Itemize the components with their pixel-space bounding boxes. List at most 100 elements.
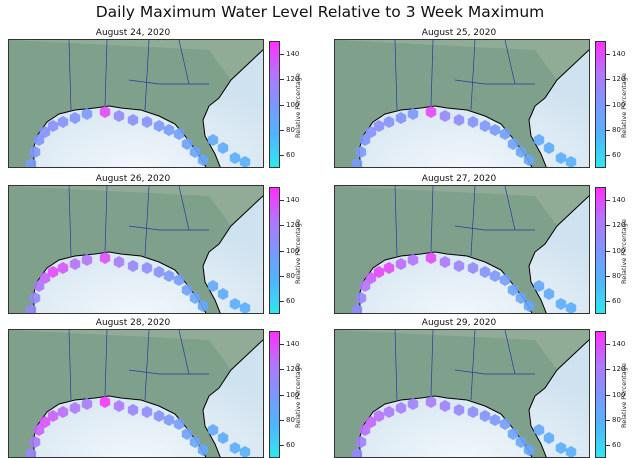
water-level-hex (29, 146, 41, 158)
water-level-hex (229, 298, 241, 310)
map-frame (334, 329, 590, 458)
map-frame (8, 329, 264, 458)
colorbar-tick (280, 394, 284, 396)
water-level-hex (207, 280, 219, 292)
state-border (470, 330, 476, 401)
water-level-hex (359, 280, 371, 292)
water-level-hex (173, 274, 185, 286)
water-level-hex (351, 158, 363, 167)
state-border (394, 186, 398, 257)
water-level-hex (565, 302, 577, 313)
panel-date-title: August 26, 2020 (95, 174, 171, 184)
state-border (68, 40, 72, 111)
water-level-hex (499, 418, 511, 430)
panel-date-title: August 27, 2020 (421, 174, 497, 184)
gulf-coast-map (9, 186, 263, 313)
state-border (144, 186, 150, 257)
state-border (394, 330, 398, 401)
colorbar-tick (606, 275, 610, 277)
colorbar-tick-label: 140 (286, 195, 300, 204)
water-level-hex (81, 108, 93, 120)
water-level-hex (467, 116, 479, 128)
colorbar-tick (280, 225, 284, 227)
water-level-hex (565, 156, 577, 167)
water-level-hex (57, 116, 69, 128)
water-level-hex (207, 134, 219, 146)
colorbar-tick-label: 80 (612, 271, 621, 280)
water-level-hex (69, 112, 81, 124)
colorbar (269, 187, 280, 314)
water-level-hex (113, 400, 125, 412)
colorbar-tick (280, 53, 284, 55)
water-level-hex (507, 284, 519, 296)
state-border (430, 40, 434, 107)
colorbar-tick (280, 129, 284, 131)
water-level-hex (81, 254, 93, 266)
colorbar-tick-label: 120 (612, 221, 626, 230)
state-border (68, 330, 72, 401)
colorbar-tick-label: 120 (612, 75, 626, 84)
water-level-hex (489, 270, 501, 282)
water-level-hex (407, 108, 419, 120)
state-border (178, 330, 190, 375)
land-shade (335, 330, 589, 370)
water-level-hex (373, 120, 385, 132)
colorbar-tick-label: 60 (286, 151, 295, 160)
gulf-coast-map (335, 40, 589, 167)
map-panel: August 26, 2020 60 80 100 120 140 Relative Per… (0, 174, 302, 314)
colorbar (595, 41, 606, 168)
water-level-hex (543, 288, 555, 300)
water-level-hex (355, 146, 367, 158)
water-level-hex (365, 272, 377, 284)
water-level-hex (355, 292, 367, 304)
colorbar-tick-label: 140 (286, 49, 300, 58)
colorbar-tick (606, 155, 610, 157)
water-level-hex (425, 252, 437, 264)
colorbar-tick-label: 100 (286, 390, 300, 399)
land-shade (9, 330, 263, 370)
water-level-hex (25, 304, 37, 313)
state-border (454, 225, 486, 231)
colorbar-tick-label: 100 (286, 100, 300, 109)
water-level-hex (489, 124, 501, 136)
water-level-hex (359, 424, 371, 436)
water-level-hex (57, 262, 69, 274)
water-level-hex (69, 258, 81, 270)
water-level-hex (99, 252, 111, 264)
water-level-hex (439, 256, 451, 268)
water-level-hex (33, 280, 45, 292)
land-mass (9, 330, 263, 457)
water-level-hex (39, 126, 51, 138)
land-mass (335, 186, 589, 313)
state-border (504, 330, 516, 375)
water-level-hex (407, 254, 419, 266)
water-level-hex (29, 292, 41, 304)
land-mass (9, 186, 263, 313)
land-mass (335, 330, 589, 457)
colorbar-tick-label: 60 (612, 441, 621, 450)
water-level-hex (395, 402, 407, 414)
figure-title: Daily Maximum Water Level Relative to 3 … (95, 3, 545, 21)
water-level-hex (69, 402, 81, 414)
water-level-hex (127, 404, 139, 416)
map-frame (334, 185, 590, 314)
colorbar-tick-label: 120 (286, 75, 300, 84)
water-level-hex (181, 428, 193, 440)
colorbar-tick (606, 343, 610, 345)
water-level-hex (127, 114, 139, 126)
state-border (128, 225, 160, 231)
water-level-hex (163, 414, 175, 426)
water-level-hex (453, 260, 465, 272)
water-level-hex (533, 280, 545, 292)
colorbar-tick-label: 80 (286, 415, 295, 424)
water-level-hex (439, 110, 451, 122)
colorbar-tick-label: 120 (286, 221, 300, 230)
colorbar-tick-label: 120 (286, 365, 300, 374)
colorbar-tick-label: 60 (612, 297, 621, 306)
land-mass (335, 40, 589, 167)
water-level-hex (153, 266, 165, 278)
state-border (144, 40, 150, 111)
state-border (430, 330, 434, 397)
water-level-hex (153, 120, 165, 132)
colorbar (269, 331, 280, 458)
